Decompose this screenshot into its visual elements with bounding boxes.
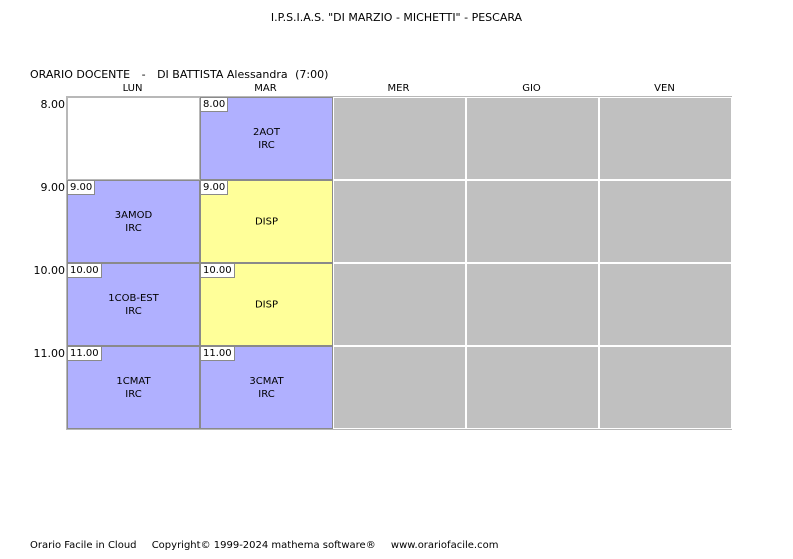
lesson-subject: IRC bbox=[258, 139, 275, 151]
lesson-class: 2AOT bbox=[252, 126, 280, 138]
unavailable-slot-mer-2 bbox=[333, 263, 466, 346]
empty-slot bbox=[67, 97, 200, 180]
lesson-start-time: 8.00 bbox=[201, 98, 229, 112]
lesson-content: 1COB-EST IRC bbox=[68, 292, 199, 318]
unavailable-slot-mer-1 bbox=[333, 180, 466, 263]
time-label-9: 9.00 bbox=[40, 181, 66, 194]
lesson-class: DISP bbox=[254, 216, 279, 227]
lesson-content: 2AOT IRC bbox=[201, 126, 332, 152]
lesson-content: 3CMAT IRC bbox=[201, 375, 332, 401]
lesson-start-time: 11.00 bbox=[68, 347, 102, 361]
unavailable-slot-mer-3 bbox=[333, 346, 466, 429]
lesson-start-time: 9.00 bbox=[68, 181, 96, 195]
lesson-content: 3AMOD IRC bbox=[68, 209, 199, 235]
schedule-label: ORARIO DOCENTE bbox=[30, 68, 131, 81]
day-header-ven: VEN bbox=[654, 83, 675, 94]
lesson-cell-mar-2[interactable]: 10.00 DISP bbox=[200, 263, 333, 346]
lesson-content: DISP bbox=[201, 298, 332, 311]
lesson-start-time: 10.00 bbox=[68, 264, 102, 278]
separator: - bbox=[141, 68, 146, 81]
day-header-mar: MAR bbox=[254, 83, 277, 94]
lesson-start-time: 10.00 bbox=[201, 264, 235, 278]
day-header-lun: LUN bbox=[122, 83, 143, 94]
teacher-name: DI BATTISTA Alessandra bbox=[157, 68, 288, 81]
lesson-class: 3AMOD bbox=[114, 209, 153, 221]
unavailable-slot-mer-0 bbox=[333, 97, 466, 180]
footer-copyright: Copyright© 1999-2024 mathema software® bbox=[151, 540, 376, 551]
unavailable-slot-ven-3 bbox=[599, 346, 732, 429]
lesson-subject: IRC bbox=[125, 305, 142, 317]
unavailable-slot-gio-2 bbox=[466, 263, 599, 346]
footer: Orario Facile in Cloud Copyright© 1999-2… bbox=[30, 540, 510, 551]
lesson-cell-lun-1[interactable]: 9.00 3AMOD IRC bbox=[67, 180, 200, 263]
unavailable-slot-ven-0 bbox=[599, 97, 732, 180]
lesson-class: 1COB-EST bbox=[108, 292, 159, 304]
unavailable-slot-gio-1 bbox=[466, 180, 599, 263]
unavailable-slot-gio-0 bbox=[466, 97, 599, 180]
footer-product: Orario Facile in Cloud bbox=[30, 540, 137, 551]
lesson-class: 3CMAT bbox=[249, 375, 284, 387]
lesson-class: DISP bbox=[254, 299, 279, 310]
school-title: I.P.S.I.A.S. "DI MARZIO - MICHETTI" - PE… bbox=[270, 11, 523, 24]
teacher-header: ORARIO DOCENTE - DI BATTISTA Alessandra … bbox=[30, 68, 328, 81]
time-label-10: 10.00 bbox=[33, 264, 66, 277]
footer-website[interactable]: www.orariofacile.com bbox=[390, 540, 499, 551]
lesson-cell-mar-3[interactable]: 11.00 3CMAT IRC bbox=[200, 346, 333, 429]
lesson-subject: IRC bbox=[125, 388, 142, 400]
lesson-subject: IRC bbox=[258, 388, 275, 400]
lesson-content: 1CMAT IRC bbox=[68, 375, 199, 401]
lesson-start-time: 11.00 bbox=[201, 347, 235, 361]
lesson-cell-lun-3[interactable]: 11.00 1CMAT IRC bbox=[67, 346, 200, 429]
day-header-gio: GIO bbox=[522, 83, 541, 94]
unavailable-slot-gio-3 bbox=[466, 346, 599, 429]
unavailable-slot-ven-1 bbox=[599, 180, 732, 263]
time-label-8: 8.00 bbox=[40, 98, 66, 111]
time-label-11: 11.00 bbox=[33, 347, 66, 360]
day-header-mer: MER bbox=[387, 83, 410, 94]
teacher-hours: (7:00) bbox=[295, 68, 329, 81]
lesson-content: DISP bbox=[201, 215, 332, 228]
lesson-subject: IRC bbox=[125, 222, 142, 234]
lesson-start-time: 9.00 bbox=[201, 181, 229, 195]
lesson-cell-lun-2[interactable]: 10.00 1COB-EST IRC bbox=[67, 263, 200, 346]
lesson-cell-mar-1[interactable]: 9.00 DISP bbox=[200, 180, 333, 263]
lesson-cell-mar-0[interactable]: 8.00 2AOT IRC bbox=[200, 97, 333, 180]
unavailable-slot-ven-2 bbox=[599, 263, 732, 346]
lesson-class: 1CMAT bbox=[116, 375, 151, 387]
